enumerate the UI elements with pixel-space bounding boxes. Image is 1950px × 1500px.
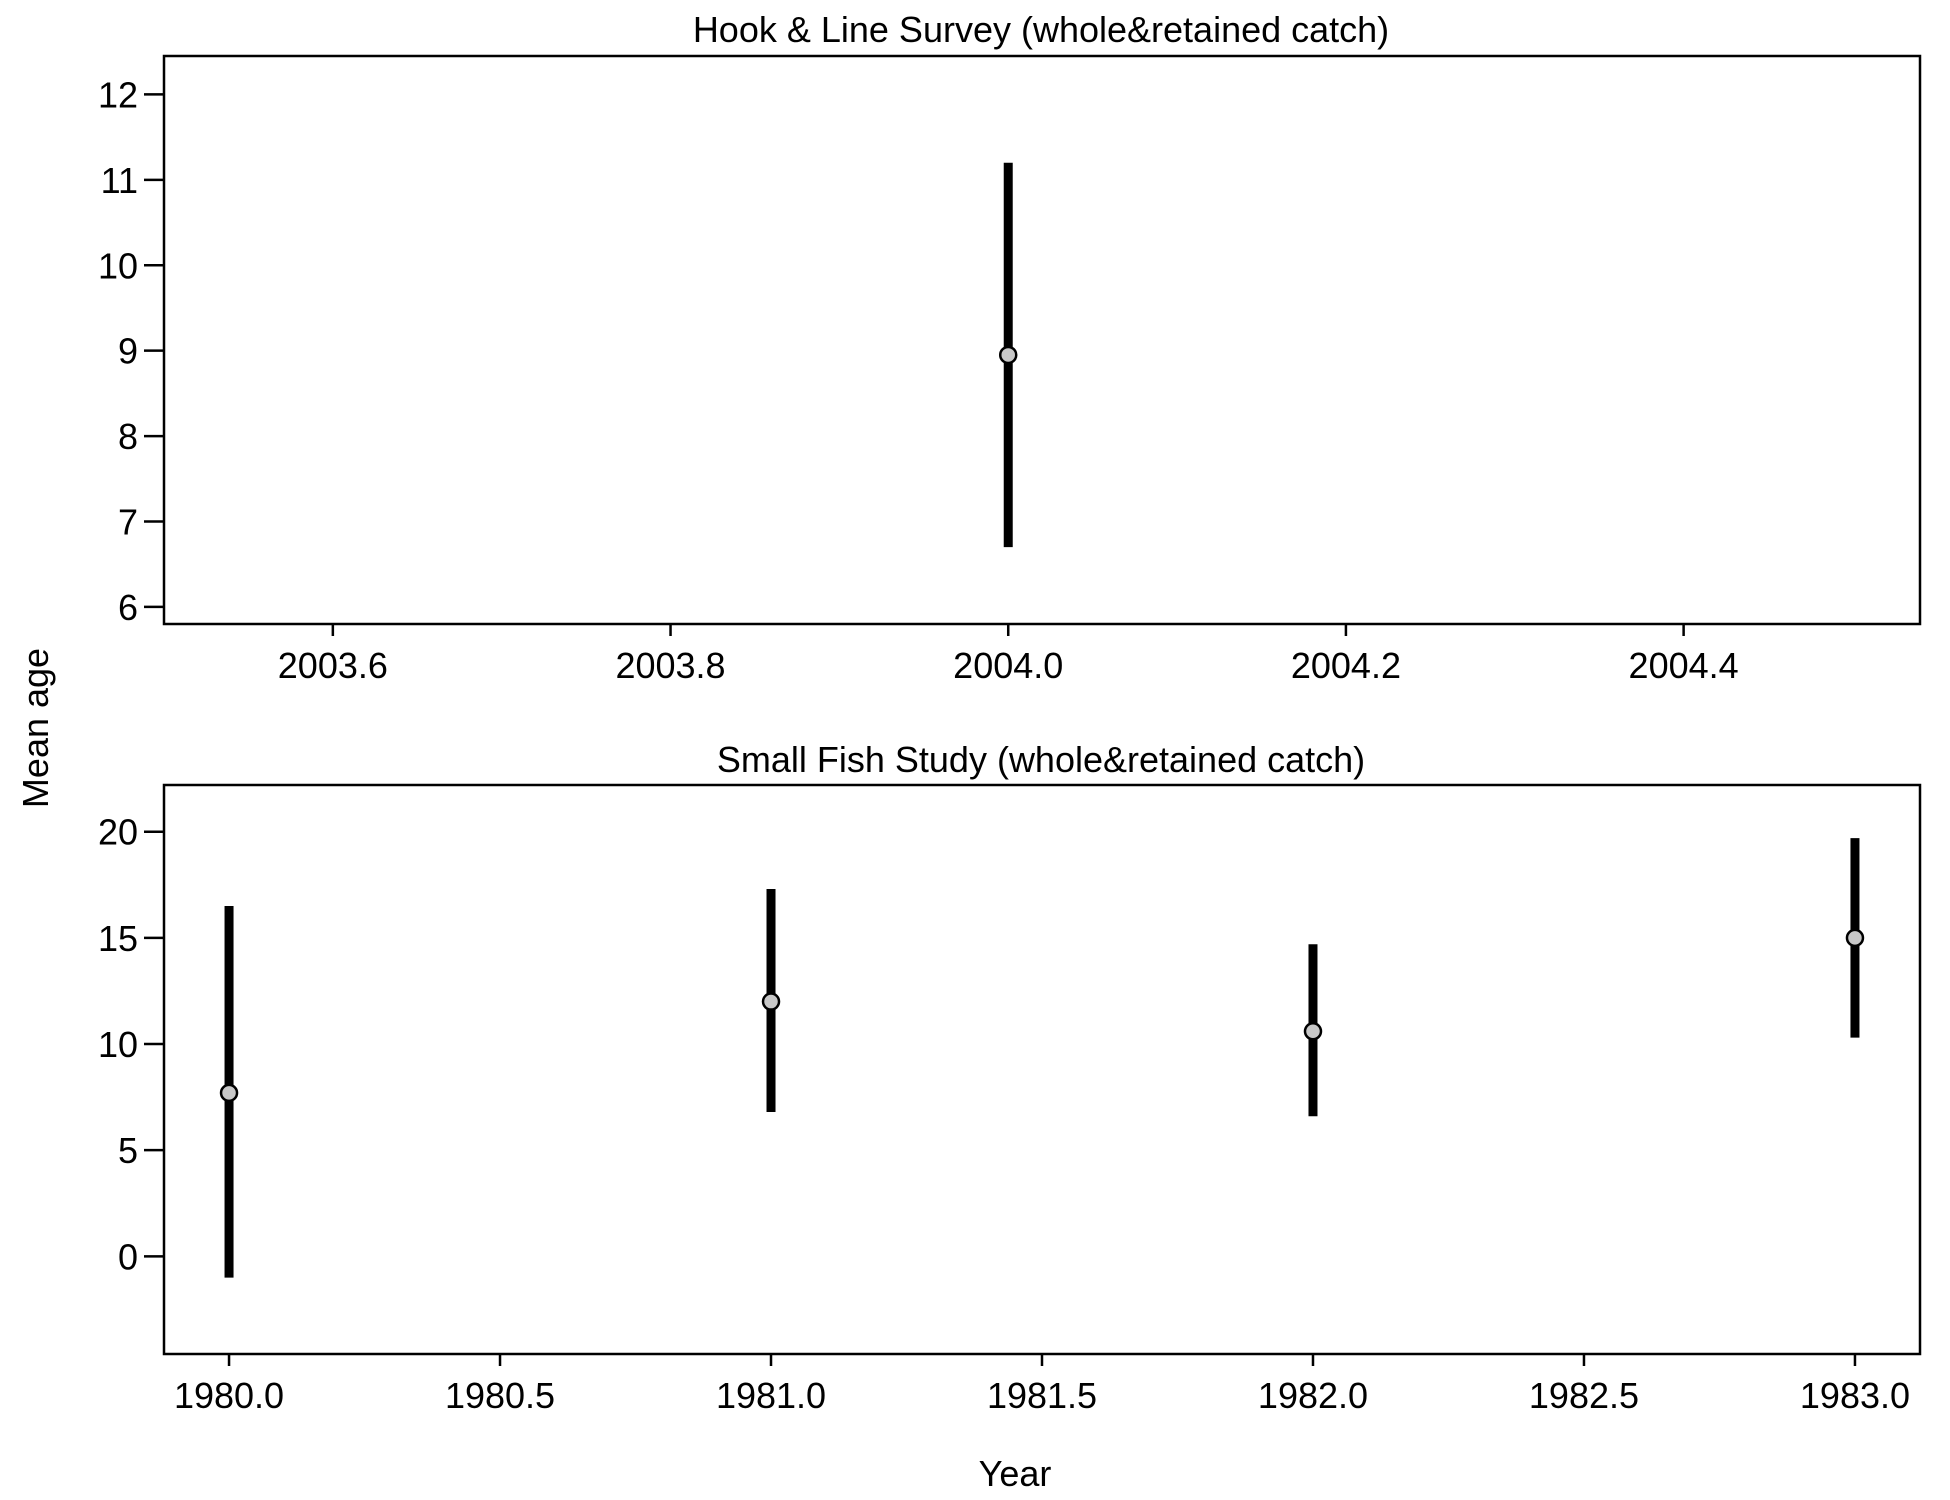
x-tick-label: 1983.0 xyxy=(1800,1375,1910,1416)
y-tick-label: 11 xyxy=(101,160,138,201)
x-axis-title: Year xyxy=(979,1453,1052,1494)
x-tick-label: 2003.8 xyxy=(615,645,725,686)
x-axis: 1980.0 1980.5 1981.0 1981.5 1982.0 1982.5 1983… xyxy=(174,1354,1910,1416)
y-tick-label: 10 xyxy=(98,245,138,286)
x-axis: 2003.6 2003.8 2004.0 2004.2 2004.4 xyxy=(278,624,1739,686)
y-axis: 0 5 10 15 20 xyxy=(98,812,164,1277)
marks xyxy=(998,162,1018,548)
y-tick-label: 20 xyxy=(98,812,138,853)
x-tick-label: 1980.0 xyxy=(174,1375,284,1416)
y-tick-label: 6 xyxy=(118,587,138,628)
y-axis-title: Mean age xyxy=(15,648,56,808)
data-point xyxy=(761,992,781,1011)
data-point xyxy=(1303,1022,1323,1041)
y-tick-label: 10 xyxy=(98,1024,138,1065)
panel-title: Hook & Line Survey (whole&retained catch… xyxy=(693,9,1389,50)
x-tick-label: 2004.4 xyxy=(1629,645,1739,686)
x-tick-label: 1982.0 xyxy=(1258,1375,1368,1416)
y-axis: 6 7 8 9 10 11 12 xyxy=(98,74,164,628)
y-tick-label: 0 xyxy=(118,1236,138,1277)
panel-small-fish: Small Fish Study (whole&retained catch) … xyxy=(98,739,1922,1416)
data-point xyxy=(1845,928,1865,948)
y-tick-label: 5 xyxy=(118,1130,138,1171)
panel-title: Small Fish Study (whole&retained catch) xyxy=(717,739,1365,780)
data-point xyxy=(998,345,1018,365)
y-tick-label: 8 xyxy=(118,416,138,457)
x-tick-label: 1982.5 xyxy=(1529,1375,1639,1416)
y-tick-label: 12 xyxy=(98,74,138,115)
x-tick-label: 1981.0 xyxy=(716,1375,826,1416)
plot-frame xyxy=(162,783,1922,1356)
y-tick-label: 9 xyxy=(118,331,138,372)
data-point xyxy=(219,1083,239,1103)
y-tick-label: 15 xyxy=(98,918,138,959)
x-tick-label: 1980.5 xyxy=(445,1375,555,1416)
x-tick-label: 2003.6 xyxy=(278,645,388,686)
x-tick-label: 1981.5 xyxy=(987,1375,1097,1416)
x-tick-label: 2004.0 xyxy=(953,645,1063,686)
y-tick-label: 7 xyxy=(118,502,138,543)
marks xyxy=(219,838,1865,1278)
x-tick-label: 2004.2 xyxy=(1291,645,1401,686)
panel-hook-and-line: Hook & Line Survey (whole&retained catch… xyxy=(98,9,1922,686)
plot-frame xyxy=(162,54,1922,626)
